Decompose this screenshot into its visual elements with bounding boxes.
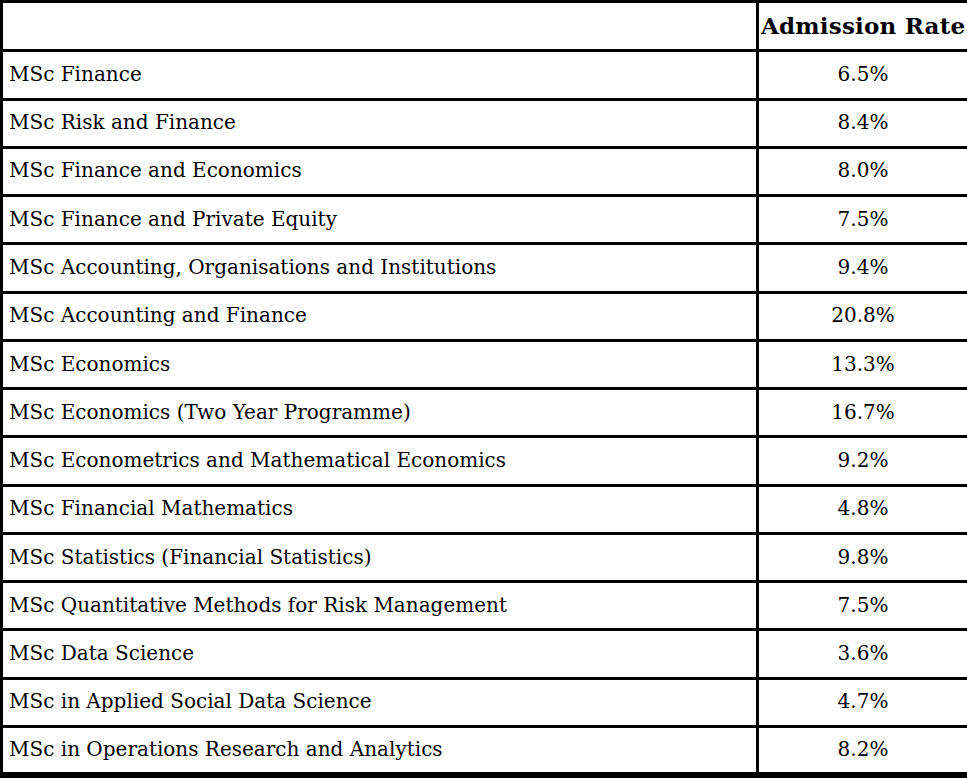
program-cell: MSc Finance bbox=[2, 51, 758, 99]
rate-cell: 7.5% bbox=[758, 196, 967, 244]
program-cell: MSc Econometrics and Mathematical Econom… bbox=[2, 437, 758, 485]
header-program-cell bbox=[2, 2, 758, 51]
header-row: Admission Rate bbox=[2, 2, 967, 51]
table-row: MSc Finance and Private Equity 7.5% bbox=[2, 196, 967, 244]
program-cell: MSc Accounting and Finance bbox=[2, 292, 758, 340]
table-row: MSc Accounting, Organisations and Instit… bbox=[2, 244, 967, 292]
program-cell: MSc Data Science bbox=[2, 630, 758, 678]
rate-cell: 8.4% bbox=[758, 99, 967, 147]
rate-cell: 8.0% bbox=[758, 147, 967, 195]
rate-cell: 6.5% bbox=[758, 51, 967, 99]
table-row: MSc Accounting and Finance 20.8% bbox=[2, 292, 967, 340]
admission-rate-table: Admission Rate MSc Finance 6.5% MSc Risk… bbox=[0, 0, 967, 778]
table-row: MSc Financial Mathematics 4.8% bbox=[2, 485, 967, 533]
rate-cell: 7.5% bbox=[758, 582, 967, 630]
table-row: MSc Risk and Finance 8.4% bbox=[2, 99, 967, 147]
table-row: MSc Econometrics and Mathematical Econom… bbox=[2, 437, 967, 485]
program-cell: MSc Finance and Private Equity bbox=[2, 196, 758, 244]
program-cell: MSc in Operations Research and Analytics bbox=[2, 727, 758, 776]
rate-cell: 4.7% bbox=[758, 678, 967, 726]
rate-cell: 16.7% bbox=[758, 389, 967, 437]
program-cell: MSc Economics bbox=[2, 340, 758, 388]
rate-cell: 20.8% bbox=[758, 292, 967, 340]
program-cell: MSc Economics (Two Year Programme) bbox=[2, 389, 758, 437]
rate-cell: 8.2% bbox=[758, 727, 967, 776]
rate-cell: 3.6% bbox=[758, 630, 967, 678]
table-row: MSc Data Science 3.6% bbox=[2, 630, 967, 678]
table-row: MSc Finance 6.5% bbox=[2, 51, 967, 99]
admission-rate-table-wrap: Admission Rate MSc Finance 6.5% MSc Risk… bbox=[0, 0, 967, 778]
program-cell: MSc Quantitative Methods for Risk Manage… bbox=[2, 582, 758, 630]
program-cell: MSc Financial Mathematics bbox=[2, 485, 758, 533]
program-cell: MSc in Applied Social Data Science bbox=[2, 678, 758, 726]
table-row: MSc Finance and Economics 8.0% bbox=[2, 147, 967, 195]
table-row: MSc Statistics (Financial Statistics) 9.… bbox=[2, 533, 967, 581]
rate-cell: 4.8% bbox=[758, 485, 967, 533]
header-admission-rate-cell: Admission Rate bbox=[758, 2, 967, 51]
rate-cell: 9.2% bbox=[758, 437, 967, 485]
table-row: MSc Economics 13.3% bbox=[2, 340, 967, 388]
program-cell: MSc Accounting, Organisations and Instit… bbox=[2, 244, 758, 292]
table-row: MSc Quantitative Methods for Risk Manage… bbox=[2, 582, 967, 630]
rate-cell: 9.4% bbox=[758, 244, 967, 292]
rate-cell: 9.8% bbox=[758, 533, 967, 581]
table-row: MSc in Applied Social Data Science 4.7% bbox=[2, 678, 967, 726]
program-cell: MSc Finance and Economics bbox=[2, 147, 758, 195]
table-row: MSc Economics (Two Year Programme) 16.7% bbox=[2, 389, 967, 437]
rate-cell: 13.3% bbox=[758, 340, 967, 388]
table-row: MSc in Operations Research and Analytics… bbox=[2, 727, 967, 776]
program-cell: MSc Statistics (Financial Statistics) bbox=[2, 533, 758, 581]
program-cell: MSc Risk and Finance bbox=[2, 99, 758, 147]
